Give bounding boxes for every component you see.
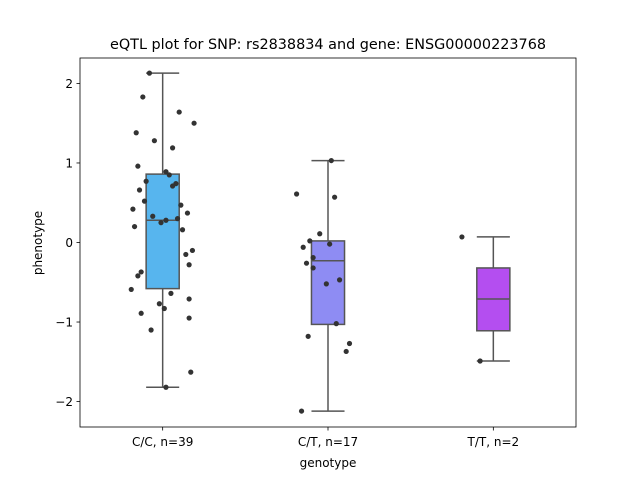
data-point [128,286,134,293]
data-point [136,187,143,193]
data-point [140,94,146,100]
data-point [189,247,196,254]
points-layer [128,70,483,414]
data-point [150,213,156,219]
data-point [135,163,141,169]
box-group [476,236,511,362]
data-point [186,296,192,302]
data-point [191,120,197,126]
data-point [141,198,148,204]
data-point [169,183,176,189]
data-point [133,130,139,136]
data-point [305,333,311,339]
box-rect [145,173,180,290]
data-point [346,340,353,347]
y-tick-label: 2 [65,77,73,91]
data-point [130,206,136,212]
data-point [178,202,184,208]
data-point [298,408,305,414]
data-point [156,301,162,307]
data-point [174,216,181,222]
data-point [163,217,169,223]
data-point [332,194,338,200]
data-point [166,172,172,178]
y-axis-label: phenotype [31,211,45,275]
data-point [183,251,189,258]
chart-title: eQTL plot for SNP: rs2838834 and gene: E… [110,37,546,53]
data-point [328,157,334,164]
x-tick-label: C/C, n=39 [132,435,193,449]
data-point [148,327,154,333]
data-point [307,238,313,244]
data-point [169,145,176,151]
data-point [310,265,316,271]
data-point [188,369,194,375]
data-point [186,262,192,268]
data-point [303,260,310,266]
y-tick-label: −2 [55,395,73,409]
axes-layer: 2 1 0 −1 −2 C/C, n=39 C/T, n=17 T/T, n=2 [55,77,519,449]
data-point [293,191,300,197]
data-point [343,348,349,355]
data-point [168,290,174,296]
x-tick-label: C/T, n=17 [298,435,358,449]
data-point [146,70,153,76]
boxes-layer [145,72,511,412]
data-point [459,234,465,240]
x-axis-label: genotype [300,456,357,470]
data-point [336,277,343,283]
data-point [333,321,339,327]
data-point [151,138,157,144]
data-point [138,269,144,275]
box-group [145,72,180,388]
data-point [179,227,186,233]
data-point [184,210,191,216]
data-point [323,281,329,287]
y-tick-label: 0 [65,236,73,250]
y-tick-label: −1 [55,316,73,330]
data-point [161,305,167,312]
data-point [131,223,138,230]
data-point [317,231,323,237]
data-point [135,273,141,279]
data-point [310,255,316,261]
data-point [477,358,483,364]
data-point [300,244,306,250]
data-point [143,178,149,184]
data-point [186,315,192,321]
x-tick-label: T/T, n=2 [467,435,520,449]
data-point [176,109,182,115]
data-point [163,384,169,390]
data-point [163,169,169,175]
data-point [158,220,164,226]
data-point [327,241,333,247]
y-tick-label: 1 [65,156,73,170]
data-point [138,310,144,316]
